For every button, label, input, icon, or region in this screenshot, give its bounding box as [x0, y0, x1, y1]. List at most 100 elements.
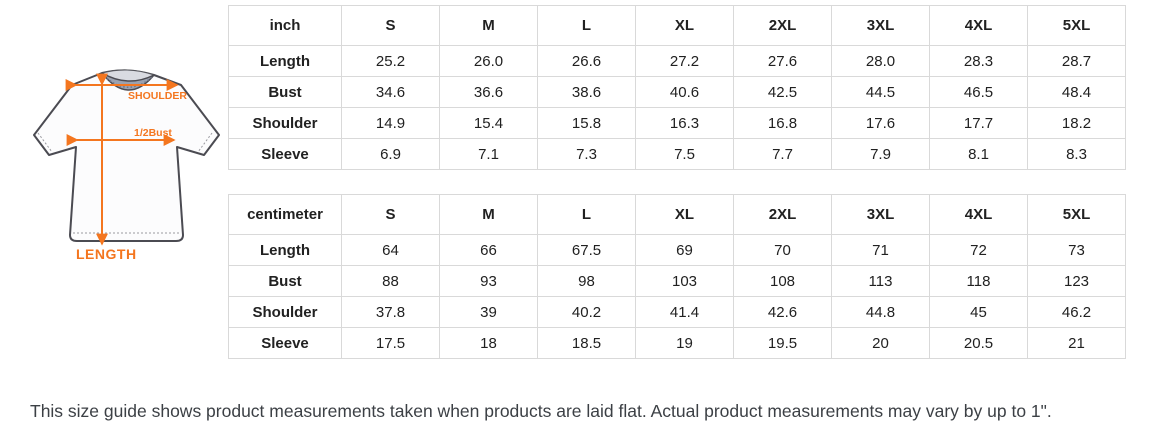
measurement-value-cell: 103 — [635, 265, 734, 297]
size-header-cell: 2XL — [733, 194, 832, 235]
table-row: Bust 88 93 98 103 108 113 118 123 — [228, 265, 1126, 297]
measurement-value-cell: 39 — [439, 296, 538, 328]
measurement-value-cell: 28.7 — [1027, 45, 1126, 77]
measurement-value-cell: 27.2 — [635, 45, 734, 77]
measurement-value-cell: 48.4 — [1027, 76, 1126, 108]
measurement-value-cell: 18 — [439, 327, 538, 359]
size-header-cell: S — [341, 194, 440, 235]
measurement-value-cell: 26.6 — [537, 45, 636, 77]
measurement-label-cell: Length — [228, 45, 342, 77]
size-header-cell: S — [341, 5, 440, 46]
size-header-cell: XL — [635, 194, 734, 235]
measurement-value-cell: 41.4 — [635, 296, 734, 328]
measurement-value-cell: 15.8 — [537, 107, 636, 139]
measurement-value-cell: 36.6 — [439, 76, 538, 108]
tshirt-diagram-svg: SHOULDER 1/2Bust LENGTH — [33, 69, 220, 262]
measurement-value-cell: 118 — [929, 265, 1028, 297]
measurement-value-cell: 46.5 — [929, 76, 1028, 108]
measurement-value-cell: 20.5 — [929, 327, 1028, 359]
header-row: inch S M L XL 2XL 3XL 4XL 5XL — [228, 5, 1126, 46]
measurement-value-cell: 42.5 — [733, 76, 832, 108]
measurement-value-cell: 37.8 — [341, 296, 440, 328]
measurement-label-cell: Shoulder — [228, 107, 342, 139]
measurement-value-cell: 40.6 — [635, 76, 734, 108]
measurement-value-cell: 44.8 — [831, 296, 930, 328]
measurement-value-cell: 7.1 — [439, 138, 538, 170]
measurement-value-cell: 40.2 — [537, 296, 636, 328]
measurement-value-cell: 17.6 — [831, 107, 930, 139]
tshirt-measurement-diagram: SHOULDER 1/2Bust LENGTH — [24, 60, 226, 272]
measurement-value-cell: 28.0 — [831, 45, 930, 77]
measurement-value-cell: 18.2 — [1027, 107, 1126, 139]
measurement-value-cell: 16.3 — [635, 107, 734, 139]
measurement-value-cell: 72 — [929, 234, 1028, 266]
measurement-value-cell: 7.9 — [831, 138, 930, 170]
table-row: Length 64 66 67.5 69 70 71 72 73 — [228, 234, 1126, 266]
size-header-cell: XL — [635, 5, 734, 46]
size-table-centimeter: centimeter S M L XL 2XL 3XL 4XL 5XL Length 64 66 67.… — [228, 194, 1126, 359]
measurement-value-cell: 46.2 — [1027, 296, 1126, 328]
measurement-value-cell: 26.0 — [439, 45, 538, 77]
measurement-label-cell: Sleeve — [228, 138, 342, 170]
size-header-cell: 5XL — [1027, 194, 1126, 235]
measurement-value-cell: 71 — [831, 234, 930, 266]
measurement-value-cell: 25.2 — [341, 45, 440, 77]
table-row: Bust 34.6 36.6 38.6 40.6 42.5 44.5 46.5 48.4 — [228, 76, 1126, 108]
measurement-value-cell: 19 — [635, 327, 734, 359]
measurement-value-cell: 8.1 — [929, 138, 1028, 170]
measurement-value-cell: 17.5 — [341, 327, 440, 359]
table-row: Shoulder 37.8 39 40.2 41.4 42.6 44.8 45 46.2 — [228, 296, 1126, 328]
measurement-value-cell: 8.3 — [1027, 138, 1126, 170]
length-label: LENGTH — [76, 246, 137, 262]
measurement-value-cell: 123 — [1027, 265, 1126, 297]
measurement-value-cell: 21 — [1027, 327, 1126, 359]
unit-header-cell: inch — [228, 5, 342, 46]
measurement-value-cell: 44.5 — [831, 76, 930, 108]
measurement-value-cell: 19.5 — [733, 327, 832, 359]
size-table-inch: inch S M L XL 2XL 3XL 4XL 5XL Length 25.2 26.0 26.6 2… — [228, 5, 1126, 170]
size-header-cell: 5XL — [1027, 5, 1126, 46]
table-row: Sleeve 17.5 18 18.5 19 19.5 20 20.5 21 — [228, 327, 1126, 359]
shoulder-label: SHOULDER — [128, 90, 187, 102]
measurement-label-cell: Length — [228, 234, 342, 266]
table-row: Shoulder 14.9 15.4 15.8 16.3 16.8 17.6 17.7 18.2 — [228, 107, 1126, 139]
measurement-label-cell: Sleeve — [228, 327, 342, 359]
measurement-value-cell: 45 — [929, 296, 1028, 328]
measurement-label-cell: Shoulder — [228, 296, 342, 328]
half-bust-label: 1/2Bust — [134, 127, 172, 139]
measurement-value-cell: 7.5 — [635, 138, 734, 170]
size-header-cell: 3XL — [831, 194, 930, 235]
measurement-value-cell: 27.6 — [733, 45, 832, 77]
measurement-label-cell: Bust — [228, 265, 342, 297]
size-guide-note: This size guide shows product measuremen… — [30, 401, 1052, 421]
measurement-value-cell: 7.3 — [537, 138, 636, 170]
measurement-value-cell: 108 — [733, 265, 832, 297]
measurement-value-cell: 7.7 — [733, 138, 832, 170]
measurement-value-cell: 69 — [635, 234, 734, 266]
unit-header-cell: centimeter — [228, 194, 342, 235]
measurement-value-cell: 42.6 — [733, 296, 832, 328]
measurement-value-cell: 6.9 — [341, 138, 440, 170]
size-header-cell: L — [537, 5, 636, 46]
measurement-value-cell: 15.4 — [439, 107, 538, 139]
measurement-value-cell: 66 — [439, 234, 538, 266]
measurement-value-cell: 16.8 — [733, 107, 832, 139]
size-header-cell: 4XL — [929, 194, 1028, 235]
size-header-cell: M — [439, 5, 538, 46]
size-header-cell: M — [439, 194, 538, 235]
header-row: centimeter S M L XL 2XL 3XL 4XL 5XL — [228, 194, 1126, 235]
measurement-value-cell: 70 — [733, 234, 832, 266]
table-row: Sleeve 6.9 7.1 7.3 7.5 7.7 7.9 8.1 8.3 — [228, 138, 1126, 170]
measurement-value-cell: 93 — [439, 265, 538, 297]
measurement-value-cell: 98 — [537, 265, 636, 297]
measurement-value-cell: 67.5 — [537, 234, 636, 266]
size-header-cell: L — [537, 194, 636, 235]
measurement-value-cell: 20 — [831, 327, 930, 359]
measurement-value-cell: 73 — [1027, 234, 1126, 266]
measurement-value-cell: 14.9 — [341, 107, 440, 139]
measurement-value-cell: 38.6 — [537, 76, 636, 108]
size-header-cell: 4XL — [929, 5, 1028, 46]
table-row: Length 25.2 26.0 26.6 27.2 27.6 28.0 28.3 28.7 — [228, 45, 1126, 77]
measurement-value-cell: 18.5 — [537, 327, 636, 359]
measurement-value-cell: 28.3 — [929, 45, 1028, 77]
